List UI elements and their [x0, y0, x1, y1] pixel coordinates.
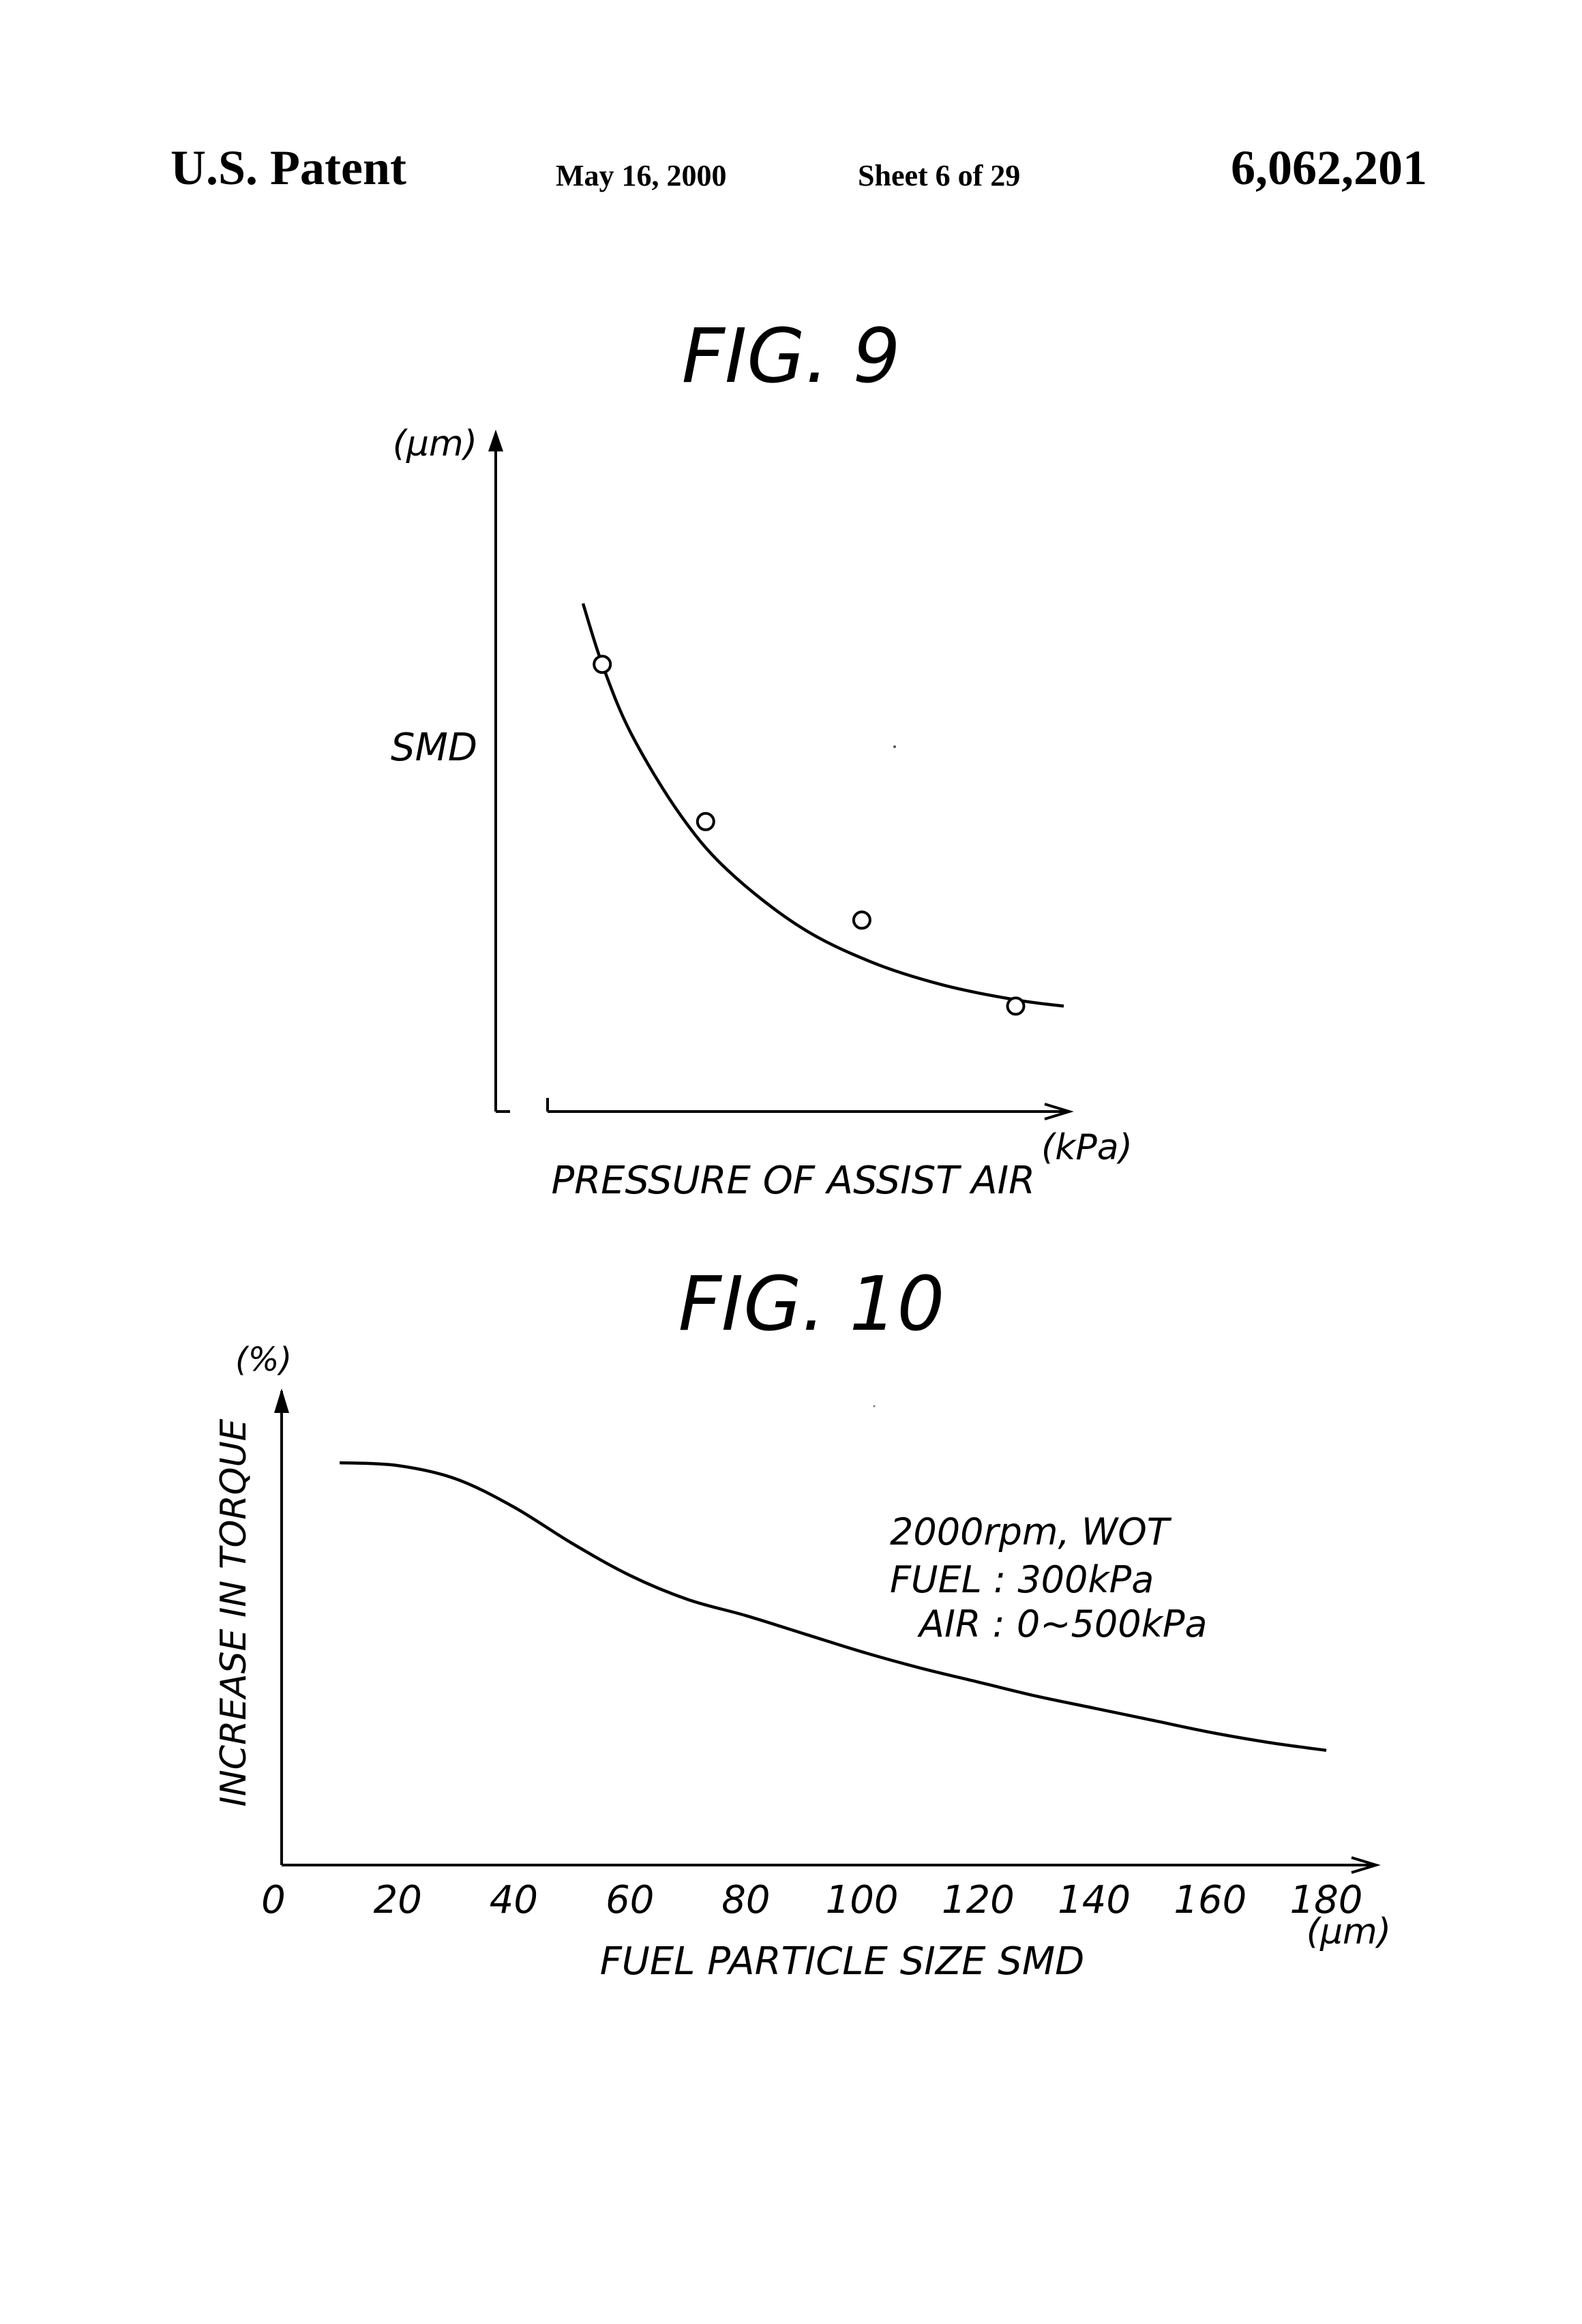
fig10-x-tick-60: 60 [606, 1878, 654, 1922]
figure-9-title: FIG. 9 [682, 312, 901, 400]
fig10-x-tick-140: 140 [1058, 1878, 1131, 1922]
fig10-annotation-speed: 2000rpm, WOT [890, 1510, 1172, 1553]
fig9-y-unit: (μm) [393, 423, 477, 464]
fig10-x-unit: (μm) [1307, 1911, 1391, 1952]
fig9-x-label: PRESSURE OF ASSIST AIR [551, 1159, 1035, 1203]
fig10-y-label: INCREASE IN TORQUE [213, 1418, 254, 1806]
fig10-x-tick-160: 160 [1174, 1878, 1247, 1922]
figure-10-title: FIG. 10 [678, 1260, 945, 1347]
fig10-x-label: FUEL PARTICLE SIZE SMD [600, 1939, 1085, 1984]
fig10-annotation-air: AIR : 0~500kPa [917, 1603, 1208, 1645]
fig10-y-unit: (%) [235, 1341, 292, 1379]
fig10-x-tick-0: 0 [261, 1878, 286, 1922]
fig10-x-tick-labels: 020406080100120140160180 [261, 1878, 1362, 1922]
scan-speck [893, 745, 896, 748]
fig10-annotation-fuel: FUEL : 300kPa [890, 1558, 1154, 1601]
fig9-data-point-4 [1008, 998, 1024, 1014]
fig9-data-points [594, 656, 1024, 1014]
fig9-smd-curve [583, 604, 1064, 1006]
fig9-data-point-2 [698, 814, 714, 830]
fig10-x-tick-20: 20 [374, 1878, 422, 1922]
fig9-data-point-1 [594, 656, 610, 672]
figure-10: FIG. 10 (%) INCREASE IN TORQUE 0 20 40 60 80… [213, 1260, 1391, 1984]
fig9-data-point-3 [854, 912, 870, 928]
scan-speck [874, 1405, 876, 1407]
fig10-x-tick-120: 120 [942, 1878, 1015, 1922]
fig10-x-tick-100: 100 [826, 1878, 899, 1922]
fig10-x-tick-80: 80 [721, 1878, 770, 1922]
fig10-y-axis-arrowhead [274, 1388, 289, 1413]
figure-9: FIG. 9 (μm) SMD PRESSURE OF ASSIST AIR (… [391, 312, 1133, 1203]
fig9-y-label: SMD [391, 726, 477, 770]
fig9-x-unit: (kPa) [1041, 1127, 1133, 1168]
fig10-x-tick-40: 40 [490, 1878, 538, 1922]
fig9-y-axis-arrowhead [488, 430, 503, 451]
